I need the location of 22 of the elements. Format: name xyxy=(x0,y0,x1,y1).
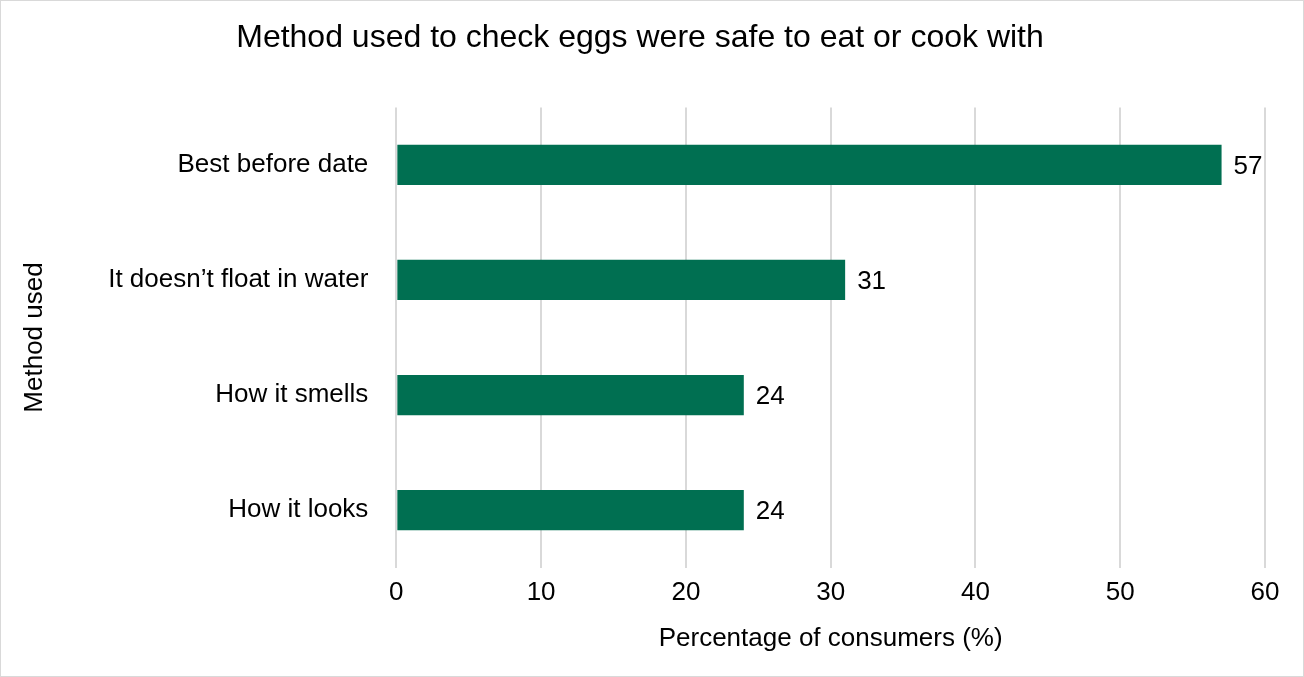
x-tick-label: 40 xyxy=(960,576,990,607)
x-tick-label: 60 xyxy=(1250,576,1280,607)
data-label: 24 xyxy=(755,380,785,411)
bar xyxy=(397,374,744,416)
x-tick-label: 10 xyxy=(526,576,556,607)
x-axis-title: Percentage of consumers (%) xyxy=(658,621,1003,652)
y-tick-label: It doesn’t float in water xyxy=(108,263,369,294)
data-label: 57 xyxy=(1233,150,1263,181)
bar xyxy=(397,489,744,531)
y-axis-title: Method used xyxy=(17,262,48,413)
data-label: 24 xyxy=(755,495,785,526)
y-tick-label: Best before date xyxy=(177,148,369,179)
x-tick-label: 0 xyxy=(389,576,404,607)
y-tick-label: How it smells xyxy=(215,378,369,409)
chart-title: Method used to check eggs were safe to eat or cook with xyxy=(236,18,1044,55)
x-tick-label: 30 xyxy=(816,576,846,607)
x-tick-label: 20 xyxy=(671,576,701,607)
bar xyxy=(397,259,846,301)
y-tick-label: How it looks xyxy=(228,493,369,524)
x-tick-label: 50 xyxy=(1105,576,1135,607)
bar xyxy=(397,144,1222,186)
data-label: 31 xyxy=(857,265,887,296)
